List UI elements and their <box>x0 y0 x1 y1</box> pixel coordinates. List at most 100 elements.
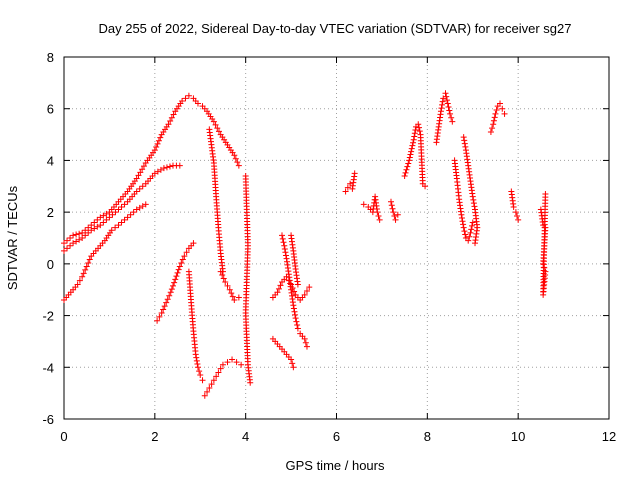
data-point <box>447 110 454 117</box>
data-point <box>445 103 452 110</box>
data-point <box>130 209 137 216</box>
data-point <box>405 160 412 167</box>
data-point <box>402 169 409 176</box>
data-point <box>197 372 204 379</box>
data-point <box>121 201 128 208</box>
data-point <box>279 232 285 239</box>
data-point <box>181 253 188 260</box>
data-point <box>153 143 160 150</box>
data-point <box>204 388 211 395</box>
data-point <box>449 118 456 125</box>
data-point <box>212 121 219 128</box>
data-point <box>121 216 128 223</box>
data-point <box>448 114 455 121</box>
data-point <box>213 373 220 380</box>
data-point <box>238 361 245 368</box>
data-point <box>91 219 98 226</box>
data-point <box>235 294 242 301</box>
data-point <box>163 299 170 306</box>
data-point <box>407 151 414 158</box>
data-point <box>224 359 231 366</box>
data-point <box>277 282 284 289</box>
data-point <box>210 118 217 125</box>
data-point <box>351 170 358 177</box>
data-point <box>282 252 289 259</box>
data-point <box>388 202 395 209</box>
data-point <box>458 214 465 221</box>
data-point <box>281 242 288 249</box>
data-point <box>157 166 164 173</box>
data-point <box>179 256 186 263</box>
data-point <box>274 289 281 296</box>
data-point <box>163 164 170 171</box>
data-point <box>409 142 416 149</box>
data-point <box>470 196 477 203</box>
data-point <box>118 219 125 226</box>
data-point <box>156 313 163 320</box>
data-point <box>410 136 417 143</box>
data-point <box>360 201 367 208</box>
data-point <box>442 90 449 97</box>
data-point <box>233 359 240 366</box>
data-point <box>82 227 89 234</box>
data-point <box>155 137 162 144</box>
data-point <box>446 107 453 114</box>
data-point <box>199 377 206 384</box>
data-point <box>115 206 122 213</box>
data-point <box>406 154 413 161</box>
data-point <box>460 224 467 231</box>
data-point <box>215 369 222 376</box>
data-point <box>281 245 288 252</box>
data-point <box>403 166 410 173</box>
data-point <box>439 98 446 105</box>
data-point <box>389 205 396 212</box>
data-point <box>468 222 475 229</box>
data-point <box>158 309 165 316</box>
data-point <box>103 210 110 217</box>
data-point <box>160 306 167 313</box>
data-point <box>462 143 469 150</box>
data-point <box>394 211 401 218</box>
data-point <box>175 266 182 273</box>
data-point <box>133 206 140 213</box>
data-point <box>106 214 113 221</box>
data-point <box>108 227 115 234</box>
data-point <box>85 229 92 236</box>
data-point <box>492 110 499 117</box>
y-tick-label: 8 <box>47 50 54 65</box>
data-point <box>306 284 313 291</box>
data-point <box>439 101 446 108</box>
data-point <box>208 381 215 388</box>
data-point <box>344 184 351 191</box>
data-point <box>231 152 238 159</box>
data-point <box>275 285 282 292</box>
data-point <box>161 303 168 310</box>
data-point <box>388 198 394 205</box>
data-point <box>342 188 349 195</box>
data-point <box>412 127 419 134</box>
data-point <box>303 343 310 350</box>
data-point <box>100 219 107 226</box>
data-point <box>390 209 397 216</box>
data-point <box>167 117 174 124</box>
data-point <box>171 279 178 286</box>
data-point <box>79 229 86 236</box>
data-point <box>279 235 286 242</box>
data-point <box>139 183 146 190</box>
data-point <box>176 162 183 169</box>
data-point <box>234 159 241 166</box>
data-point <box>103 216 110 223</box>
data-point <box>136 185 143 192</box>
data-point <box>472 240 479 247</box>
data-point <box>160 165 167 172</box>
data-point <box>461 137 468 144</box>
x-axis-label: GPS time / hours <box>286 458 385 473</box>
data-point <box>214 125 221 132</box>
data-point <box>461 228 468 235</box>
data-point <box>294 322 301 329</box>
data-point <box>235 162 242 169</box>
data-point <box>514 213 521 220</box>
data-point <box>67 235 74 241</box>
data-point <box>219 361 226 368</box>
